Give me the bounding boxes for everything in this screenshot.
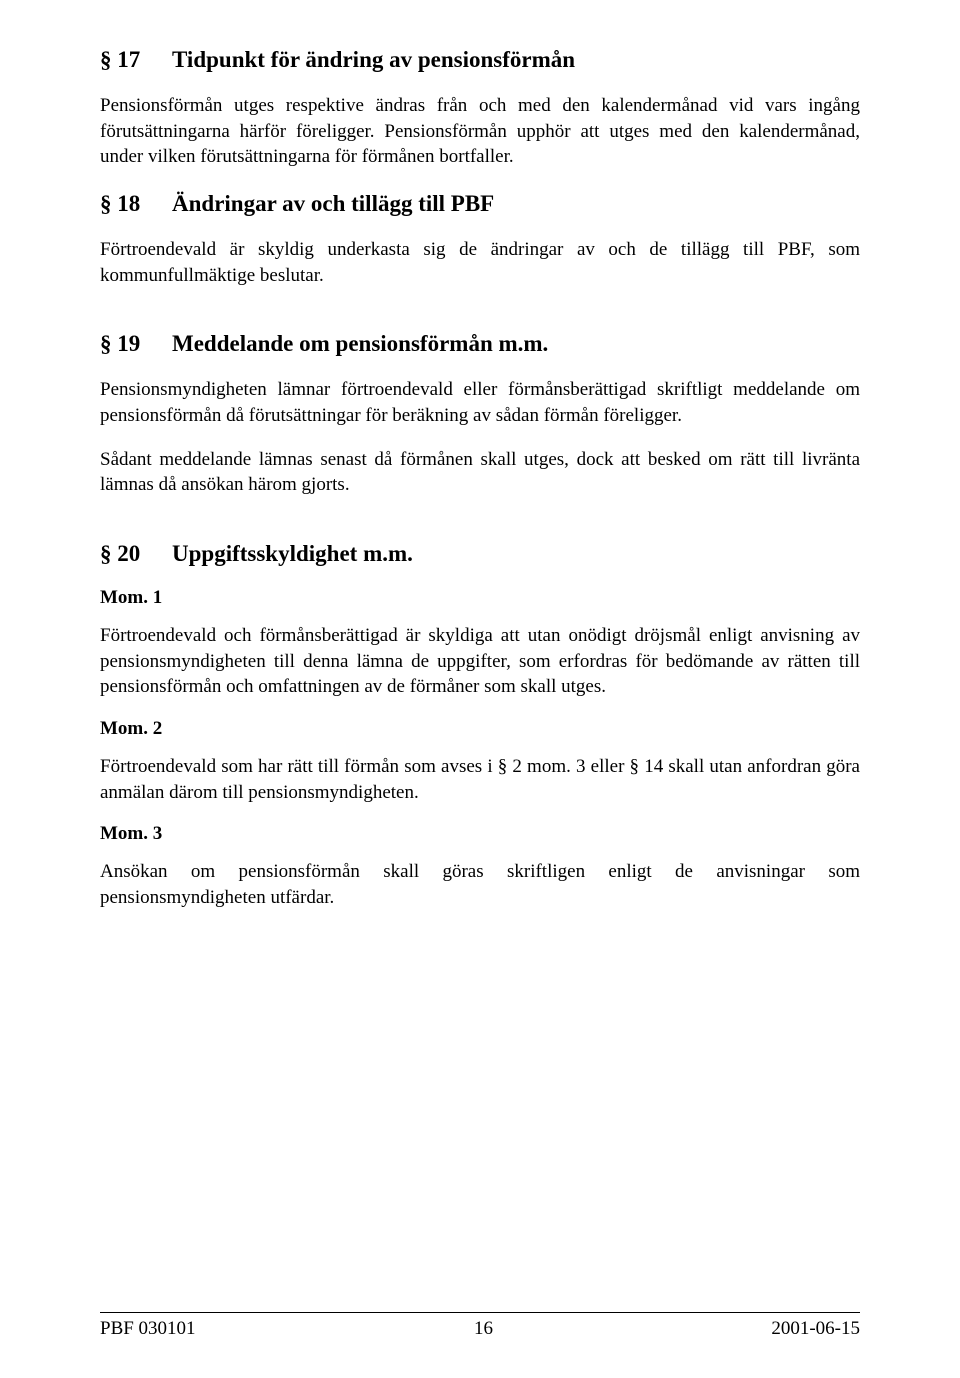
spacer <box>100 516 860 538</box>
section-18-paragraph-1: Förtroendevald är skyldig underkasta sig… <box>100 237 860 288</box>
section-17-heading: § 17Tidpunkt för ändring av pensionsförm… <box>100 44 860 75</box>
footer-date: 2001-06-15 <box>771 1317 860 1342</box>
document-page: § 17Tidpunkt för ändring av pensionsförm… <box>0 0 960 1378</box>
footer-page-number: 16 <box>474 1317 493 1342</box>
section-19-heading: § 19Meddelande om pensionsförmån m.m. <box>100 328 860 359</box>
section-20-mom-2-text: Förtroendevald som har rätt till förmån … <box>100 754 860 805</box>
section-20-mom-3-label: Mom. 3 <box>100 823 860 845</box>
section-19-paragraph-1: Pensionsmyndigheten lämnar förtroendeval… <box>100 377 860 428</box>
spacer <box>100 306 860 328</box>
footer-rule <box>100 1312 860 1313</box>
section-18-number: § 18 <box>100 188 172 219</box>
section-20-mom-1-text: Förtroendevald och förmånsberättigad är … <box>100 623 860 700</box>
section-17-paragraph-1: Pensionsförmån utges respektive ändras f… <box>100 93 860 170</box>
section-19-title: Meddelande om pensionsförmån m.m. <box>172 331 548 356</box>
footer-left: PBF 030101 <box>100 1317 196 1342</box>
section-18-heading: § 18Ändringar av och tillägg till PBF <box>100 188 860 219</box>
section-18-title: Ändringar av och tillägg till PBF <box>172 191 494 216</box>
page-footer: PBF 030101 16 2001-06-15 <box>100 1312 860 1342</box>
section-17-title: Tidpunkt för ändring av pensionsförmån <box>172 47 575 72</box>
section-17-number: § 17 <box>100 44 172 75</box>
section-19-paragraph-2: Sådant meddelande lämnas senast då förmå… <box>100 447 860 498</box>
section-20-title: Uppgiftsskyldighet m.m. <box>172 541 413 566</box>
section-20-heading: § 20Uppgiftsskyldighet m.m. <box>100 538 860 569</box>
section-19-number: § 19 <box>100 328 172 359</box>
section-20-mom-2-label: Mom. 2 <box>100 718 860 740</box>
section-20-number: § 20 <box>100 538 172 569</box>
section-20-mom-3-text: Ansökan om pensionsförmån skall göras sk… <box>100 859 860 910</box>
section-20-mom-1-label: Mom. 1 <box>100 587 860 609</box>
footer-row: PBF 030101 16 2001-06-15 <box>100 1317 860 1342</box>
